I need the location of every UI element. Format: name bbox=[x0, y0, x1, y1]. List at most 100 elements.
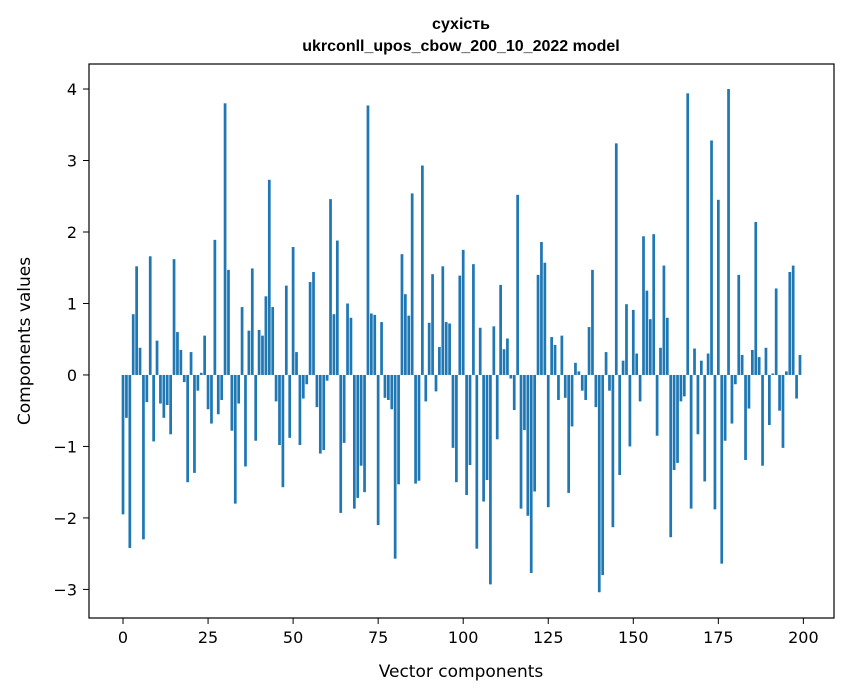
bar-69 bbox=[356, 374, 360, 498]
bar-170 bbox=[699, 360, 703, 375]
bar-19 bbox=[186, 374, 190, 483]
bar-110 bbox=[495, 374, 499, 440]
y-tick-label: 4 bbox=[67, 80, 77, 99]
bar-39 bbox=[254, 374, 258, 441]
bar-86 bbox=[414, 374, 417, 484]
bar-16 bbox=[176, 332, 179, 375]
bar-114 bbox=[509, 374, 513, 379]
bar-95 bbox=[444, 322, 448, 375]
bar-44 bbox=[271, 307, 275, 375]
bar-23 bbox=[199, 372, 203, 375]
bar-78 bbox=[387, 374, 390, 400]
bar-64 bbox=[339, 374, 343, 513]
bar-147 bbox=[621, 360, 625, 375]
bar-15 bbox=[172, 259, 176, 375]
bar-26 bbox=[210, 374, 213, 424]
bar-18 bbox=[182, 374, 186, 383]
bar-173 bbox=[710, 140, 713, 375]
bar-94 bbox=[441, 266, 445, 375]
bar-121 bbox=[533, 374, 536, 492]
bar-134 bbox=[577, 371, 581, 375]
bar-85 bbox=[410, 193, 414, 375]
bar-176 bbox=[720, 374, 724, 564]
bar-132 bbox=[570, 374, 574, 427]
bar-10 bbox=[155, 340, 159, 375]
x-tick-label: 0 bbox=[118, 628, 128, 647]
bar-46 bbox=[278, 374, 281, 445]
bar-164 bbox=[679, 374, 683, 402]
bar-198 bbox=[795, 374, 798, 399]
bar-21 bbox=[193, 374, 196, 473]
chart-title-line-1: сухість bbox=[432, 16, 490, 33]
bar-91 bbox=[431, 274, 434, 375]
bar-197 bbox=[791, 265, 795, 375]
bar-60 bbox=[325, 374, 329, 381]
bar-188 bbox=[761, 374, 764, 466]
bar-174 bbox=[713, 374, 717, 510]
bar-151 bbox=[635, 353, 639, 375]
bar-40 bbox=[257, 329, 261, 375]
bar-101 bbox=[465, 374, 468, 496]
bar-29 bbox=[220, 374, 224, 400]
bar-129 bbox=[560, 335, 564, 375]
bar-145 bbox=[614, 143, 618, 375]
bar-192 bbox=[774, 288, 778, 375]
bar-163 bbox=[676, 374, 679, 463]
bar-169 bbox=[696, 374, 700, 435]
x-axis-label: Vector components bbox=[379, 662, 544, 682]
bar-154 bbox=[645, 290, 649, 375]
bar-193 bbox=[778, 374, 781, 411]
bar-150 bbox=[631, 309, 635, 375]
bar-34 bbox=[237, 374, 241, 404]
bar-105 bbox=[478, 327, 482, 375]
bar-9 bbox=[152, 374, 155, 442]
bar-120 bbox=[529, 374, 533, 573]
bar-50 bbox=[291, 247, 295, 375]
bar-143 bbox=[608, 374, 611, 391]
bar-12 bbox=[162, 374, 166, 418]
bar-0 bbox=[121, 374, 125, 515]
bar-30 bbox=[223, 103, 227, 375]
bar-179 bbox=[730, 374, 734, 424]
bar-35 bbox=[240, 307, 244, 375]
bar-180 bbox=[733, 374, 737, 385]
bar-47 bbox=[281, 374, 285, 488]
bar-183 bbox=[744, 374, 747, 461]
x-tick-label: 75 bbox=[368, 628, 388, 647]
bar-7 bbox=[145, 374, 149, 403]
bar-36 bbox=[244, 374, 247, 467]
bar-191 bbox=[771, 373, 775, 375]
bar-96 bbox=[448, 323, 451, 375]
bar-33 bbox=[233, 374, 237, 504]
bar-124 bbox=[543, 262, 547, 375]
bar-20 bbox=[189, 352, 193, 375]
bar-68 bbox=[352, 374, 356, 509]
bar-51 bbox=[295, 352, 298, 375]
bar-140 bbox=[597, 374, 601, 593]
bar-58 bbox=[318, 374, 322, 454]
bar-117 bbox=[519, 374, 523, 509]
bar-88 bbox=[421, 165, 424, 375]
bar-137 bbox=[587, 327, 591, 375]
y-axis-ticks: −3 −2 −1 0 1 2 3 4 bbox=[53, 80, 89, 599]
bar-181 bbox=[737, 274, 741, 375]
bar-118 bbox=[523, 374, 526, 430]
x-tick-label: 100 bbox=[448, 628, 479, 647]
bars-group bbox=[121, 89, 802, 593]
x-tick-label: 175 bbox=[703, 628, 734, 647]
bar-142 bbox=[604, 352, 608, 375]
bar-185 bbox=[751, 349, 754, 375]
bar-104 bbox=[475, 374, 479, 549]
bar-4 bbox=[135, 266, 138, 375]
bar-25 bbox=[206, 374, 210, 410]
bar-144 bbox=[611, 374, 615, 528]
bar-14 bbox=[169, 374, 172, 435]
bar-59 bbox=[322, 374, 326, 451]
bar-136 bbox=[584, 374, 588, 400]
bar-42 bbox=[264, 296, 268, 375]
bar-82 bbox=[400, 254, 404, 375]
chart-title-line-2: ukrconll_upos_cbow_200_10_2022 model bbox=[302, 38, 619, 55]
bar-172 bbox=[706, 353, 710, 375]
